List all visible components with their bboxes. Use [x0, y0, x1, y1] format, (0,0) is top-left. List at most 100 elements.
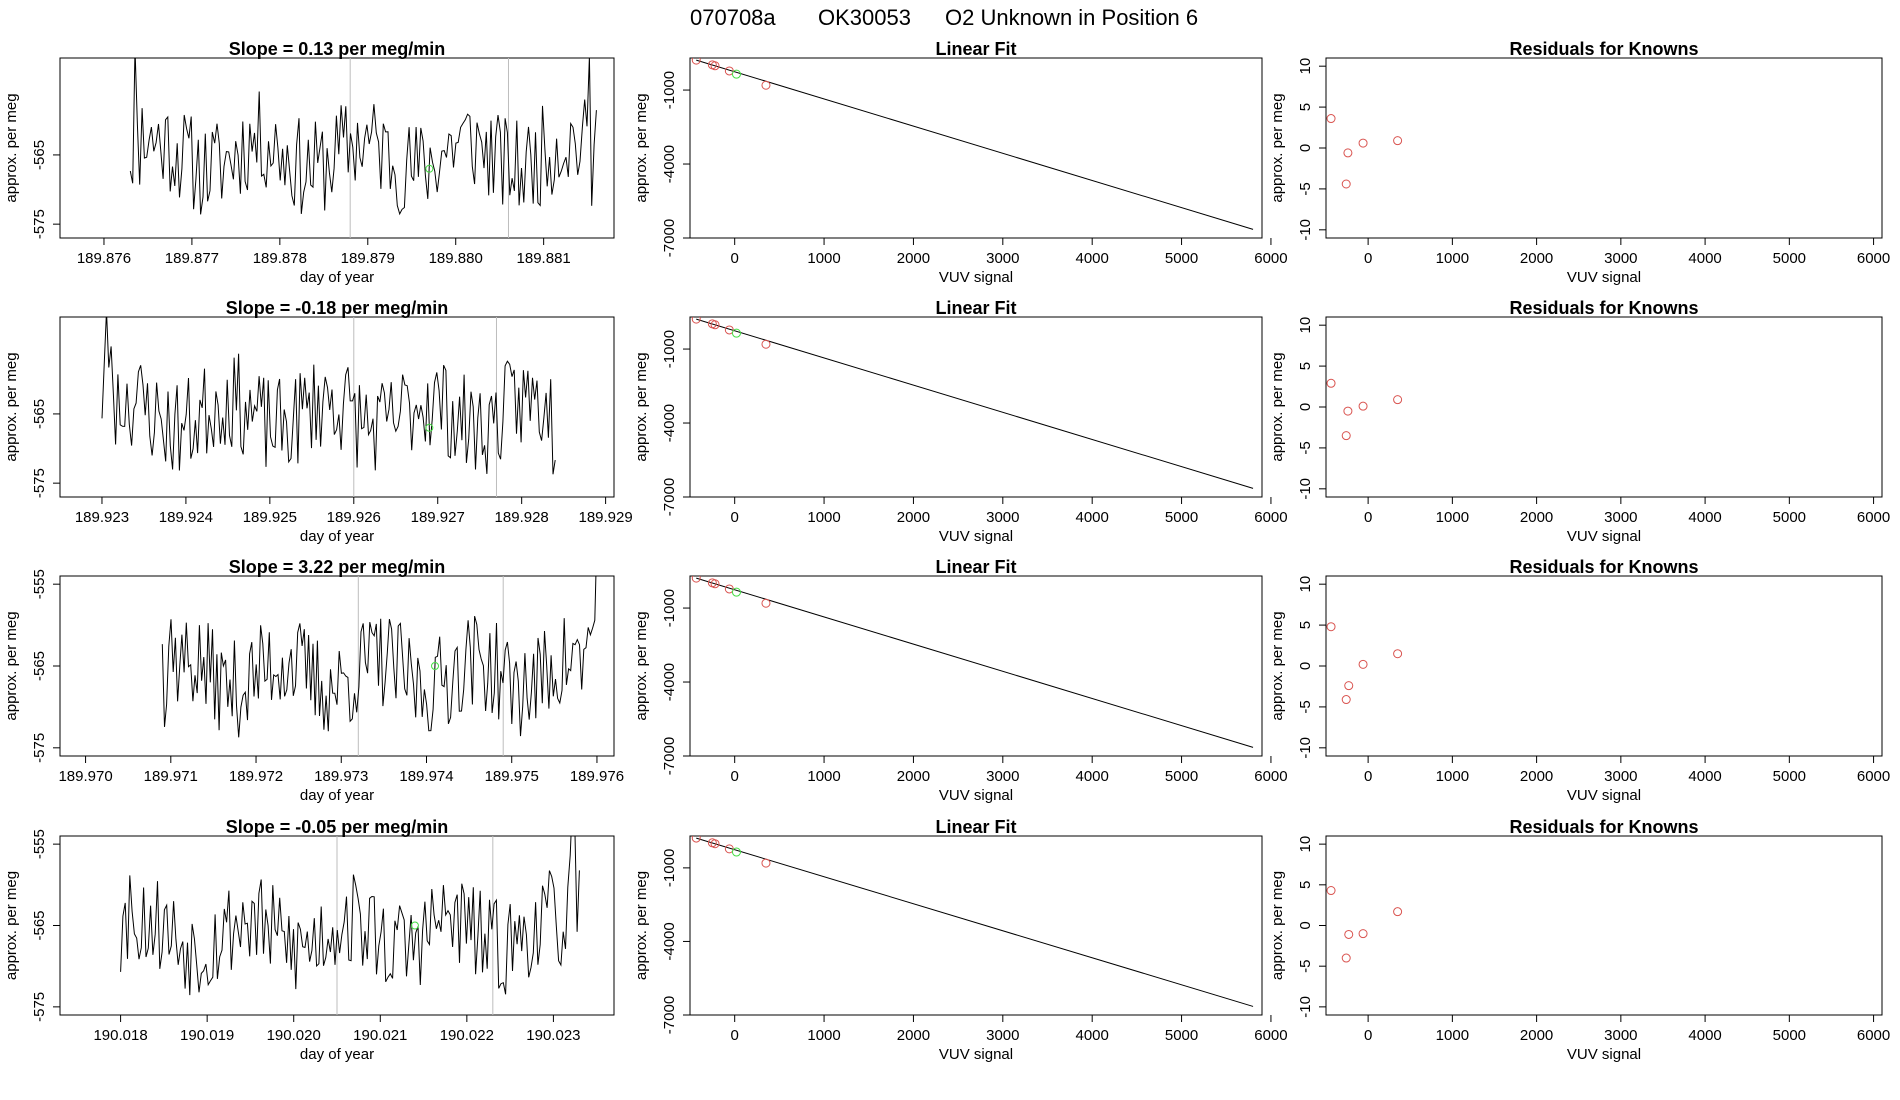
plot-area — [691, 58, 1254, 230]
fit-line — [696, 837, 1254, 1007]
x-tick-label: 5000 — [1165, 1027, 1198, 1044]
x-tick-label: 3000 — [1604, 250, 1637, 267]
x-tick-label: 2000 — [897, 509, 930, 526]
plot-frame — [1325, 835, 1883, 1016]
x-tick-label: 3000 — [986, 768, 1019, 785]
x-tick-label: 1000 — [1436, 509, 1469, 526]
known-point — [1326, 378, 1336, 388]
y-tick-label: -575 — [31, 468, 48, 498]
x-tick-label: 190.023 — [526, 1027, 580, 1044]
x-tick-label: 6000 — [1254, 768, 1287, 785]
y-tick-label: 10 — [1297, 58, 1314, 75]
panel-r1-c1: Slope = 0.13 per meg/min 189.876 189.877 18… — [3, 39, 615, 286]
plot-frame — [689, 575, 1263, 757]
x-tick-label: 189.928 — [495, 509, 549, 526]
x-tick-label: 2000 — [897, 768, 930, 785]
x-tick-label: 0 — [731, 250, 739, 267]
x-tick-label: 0 — [731, 768, 739, 785]
y-tick-label: -555 — [31, 829, 48, 859]
x-tick-label: 6000 — [1254, 250, 1287, 267]
x-tick-label: 0 — [1364, 509, 1372, 526]
x-tick-label: 190.021 — [353, 1027, 407, 1044]
y-tick-label: -575 — [31, 733, 48, 763]
y-tick-label: 5 — [1297, 621, 1314, 629]
x-tick-label: 5000 — [1773, 1027, 1806, 1044]
x-tick-label: 189.972 — [229, 768, 283, 785]
panel-r1-c3: Residuals for Knowns 0 1000 2000 3000 4000 500… — [1269, 39, 1890, 286]
y-tick-label: -5 — [1297, 182, 1314, 195]
known-point — [691, 836, 701, 843]
known-point — [710, 579, 720, 589]
x-tick-label: 2000 — [1520, 509, 1553, 526]
y-axis-label: approx. per meg — [1269, 93, 1286, 202]
plot-area — [161, 576, 597, 756]
unknown-point — [425, 423, 434, 432]
known-point — [1343, 148, 1353, 158]
plot-frame — [689, 835, 1263, 1016]
x-axis-label: day of year — [300, 787, 374, 804]
x-tick-label: 189.976 — [570, 768, 624, 785]
known-point — [710, 839, 720, 849]
known-point — [1358, 138, 1368, 148]
header-description: O2 Unknown in Position 6 — [945, 5, 1198, 30]
y-tick-label: -5 — [1297, 960, 1314, 973]
x-tick-label: 6000 — [1857, 768, 1890, 785]
x-axis-label: day of year — [300, 528, 374, 545]
known-point — [1326, 622, 1336, 632]
plot-area — [1326, 622, 1403, 705]
y-tick-label: -1000 — [661, 71, 678, 109]
unknown-point — [731, 587, 741, 597]
signal-trace — [161, 576, 597, 738]
panel-title: Residuals for Knowns — [1509, 298, 1698, 318]
x-tick-label: 6000 — [1857, 1027, 1890, 1044]
x-tick-label: 190.019 — [180, 1027, 234, 1044]
y-tick-label: -565 — [31, 651, 48, 681]
x-tick-label: 4000 — [1688, 1027, 1721, 1044]
panel-r4-c2: Linear Fit 0 1000 2000 3000 4000 5000 6000 VUV s… — [633, 817, 1288, 1063]
unknown-point — [731, 328, 741, 338]
y-tick-label: 0 — [1297, 144, 1314, 152]
y-tick-label: 10 — [1297, 836, 1314, 853]
known-point — [1393, 136, 1403, 146]
unknown-point — [731, 69, 741, 79]
y-tick-label: 0 — [1297, 403, 1314, 411]
panel-r3-c2: Linear Fit 0 1000 2000 3000 4000 5000 6000 VUV s… — [633, 557, 1288, 804]
x-tick-label: 5000 — [1165, 509, 1198, 526]
y-tick-label: -565 — [31, 140, 48, 170]
x-tick-label: 189.974 — [399, 768, 453, 785]
x-axis-label: VUV signal — [939, 1046, 1013, 1063]
panel-r2-c1: Slope = -0.18 per meg/min 189.923 189.924 1… — [3, 298, 633, 545]
fit-line — [696, 577, 1254, 748]
x-tick-label: 189.929 — [578, 509, 632, 526]
panel-title: Slope = -0.05 per meg/min — [226, 817, 449, 837]
known-point — [1393, 649, 1403, 659]
x-tick-label: 189.879 — [341, 250, 395, 267]
x-tick-label: 189.926 — [327, 509, 381, 526]
x-tick-label: 189.975 — [485, 768, 539, 785]
y-tick-label: -10 — [1297, 478, 1314, 500]
x-tick-label: 6000 — [1857, 509, 1890, 526]
known-point — [710, 61, 720, 71]
header-sample: OK30053 — [818, 5, 911, 30]
plot-area — [1326, 886, 1403, 963]
x-tick-label: 0 — [731, 509, 739, 526]
x-tick-label: 0 — [731, 1027, 739, 1044]
x-tick-label: 0 — [1364, 768, 1372, 785]
x-tick-label: 3000 — [986, 509, 1019, 526]
x-tick-label: 189.924 — [159, 509, 213, 526]
known-point — [1358, 929, 1368, 939]
x-tick-label: 1000 — [1436, 768, 1469, 785]
x-tick-label: 190.022 — [440, 1027, 494, 1044]
x-tick-label: 6000 — [1254, 1027, 1287, 1044]
plot-frame — [689, 316, 1263, 498]
y-tick-label: -1000 — [661, 330, 678, 368]
y-axis-label: approx. per meg — [633, 611, 650, 720]
y-tick-label: -5 — [1297, 700, 1314, 713]
panel-r2-c3: Residuals for Knowns 0 1000 2000 3000 4000 500… — [1269, 298, 1890, 545]
signal-trace — [129, 58, 597, 216]
known-point — [1341, 179, 1351, 189]
x-tick-label: 190.020 — [267, 1027, 321, 1044]
plot-frame — [689, 57, 1263, 239]
y-axis-label: approx. per meg — [1269, 352, 1286, 461]
known-point — [1393, 907, 1403, 917]
